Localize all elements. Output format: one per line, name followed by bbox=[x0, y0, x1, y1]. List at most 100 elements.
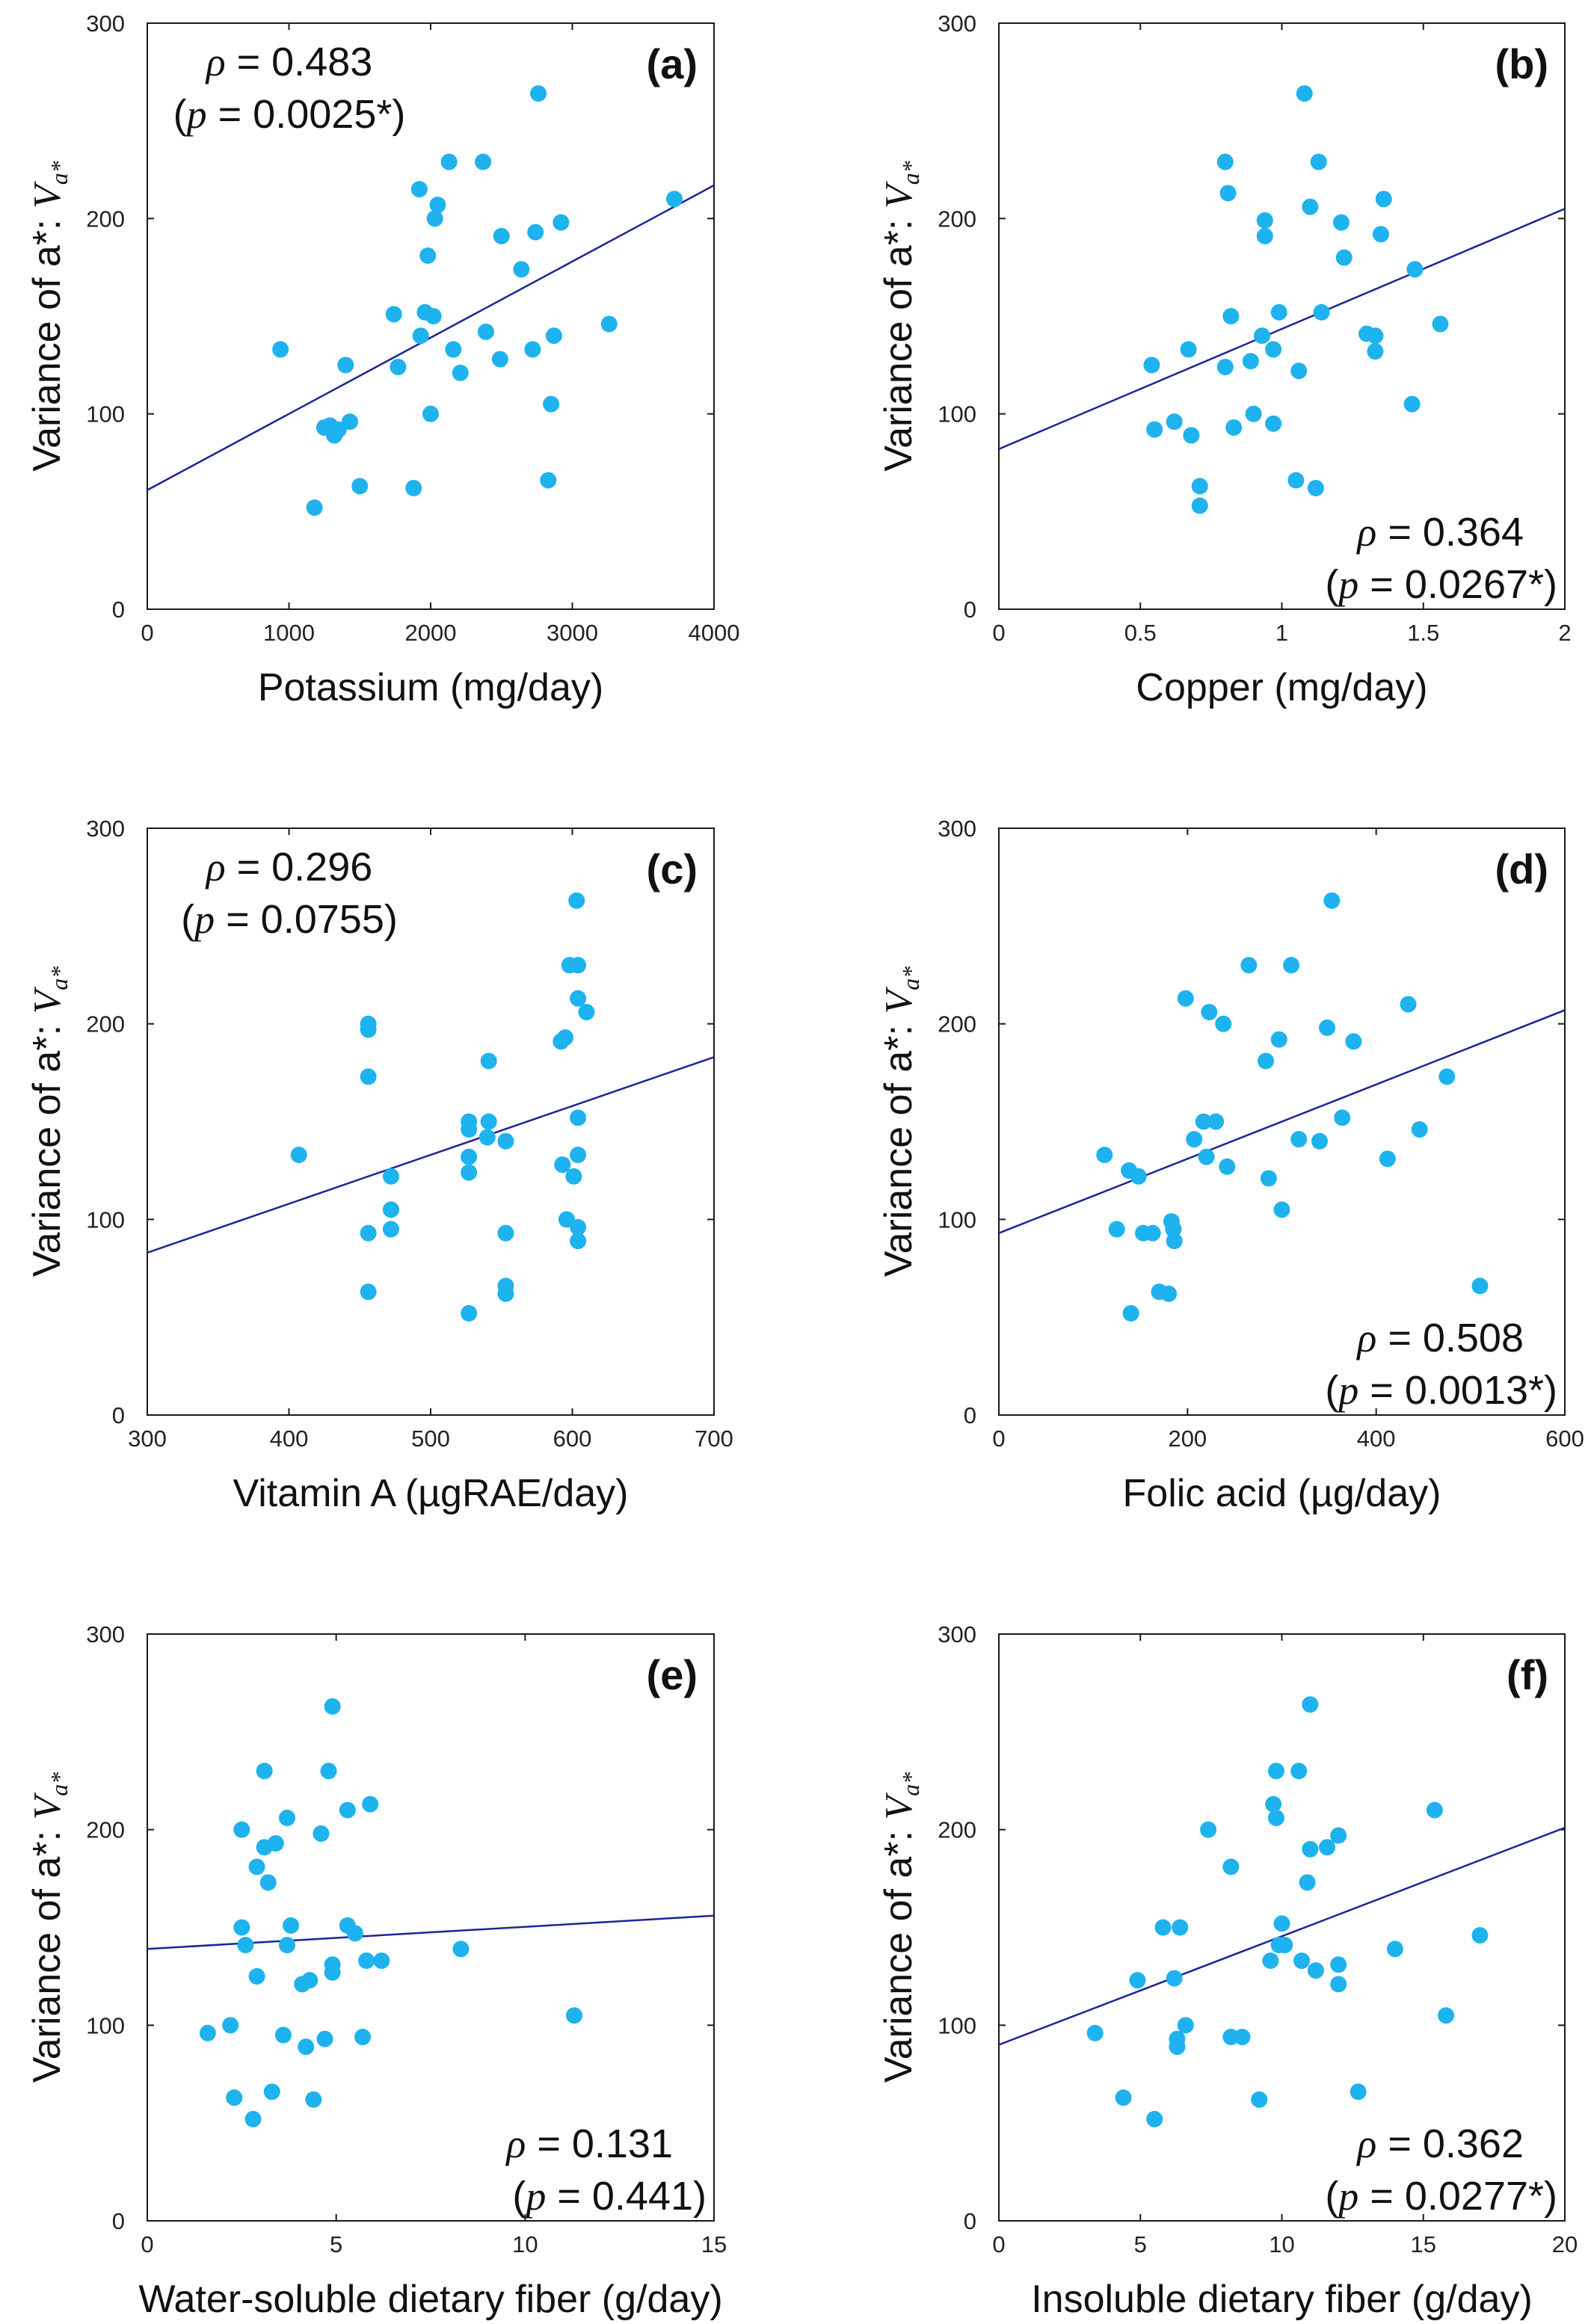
p-symbol: p bbox=[1335, 2174, 1358, 2219]
data-point bbox=[1290, 1131, 1308, 1148]
data-point bbox=[1129, 1972, 1146, 1989]
y-axis-label: Variance of a*: Va* bbox=[877, 1772, 924, 2083]
data-point bbox=[272, 341, 289, 358]
x-tick-label: 2000 bbox=[405, 620, 457, 646]
y-tick-label: 200 bbox=[938, 206, 976, 232]
data-point bbox=[1438, 2007, 1455, 2024]
p-open-paren: ( bbox=[1325, 562, 1338, 607]
data-point bbox=[244, 2110, 262, 2127]
x-tick-label: 1 bbox=[1275, 620, 1288, 646]
data-point bbox=[410, 181, 428, 198]
data-point bbox=[283, 1917, 300, 1934]
data-point bbox=[445, 341, 462, 358]
regression-line bbox=[147, 1914, 714, 1950]
rho-value: = 0.364 bbox=[1376, 510, 1524, 555]
data-point bbox=[461, 1304, 478, 1322]
x-tick-label: 3000 bbox=[547, 620, 598, 646]
data-point bbox=[1334, 1109, 1351, 1126]
y-tick-label: 300 bbox=[86, 10, 125, 37]
rho-value: = 0.296 bbox=[226, 845, 373, 890]
data-point bbox=[1330, 1976, 1347, 1993]
data-point bbox=[426, 210, 443, 227]
data-point bbox=[337, 357, 354, 374]
y-tick-label: 0 bbox=[964, 1402, 976, 1428]
rho-value: = 0.131 bbox=[526, 2121, 673, 2166]
y-axis-label: Variance of a*: Va* bbox=[25, 161, 73, 471]
data-point bbox=[1372, 226, 1389, 243]
y-tick-label: 0 bbox=[112, 1402, 125, 1428]
data-point bbox=[1270, 1031, 1287, 1048]
data-point bbox=[1166, 413, 1183, 431]
x-tick-label: 4000 bbox=[689, 620, 740, 646]
data-point bbox=[1177, 2017, 1194, 2034]
data-point bbox=[412, 327, 429, 345]
data-point bbox=[1270, 303, 1287, 321]
data-point bbox=[1265, 415, 1282, 432]
x-tick-label: 10 bbox=[512, 2231, 538, 2257]
data-point bbox=[440, 153, 458, 170]
data-point bbox=[267, 1834, 284, 1852]
data-point bbox=[360, 1068, 377, 1085]
p-value: = 0.0267*) bbox=[1358, 562, 1557, 607]
rho-annotation: ρ = 0.483 bbox=[205, 40, 373, 84]
y-tick-label: 0 bbox=[964, 2208, 976, 2234]
panel-label: (e) bbox=[647, 1651, 698, 1698]
data-point bbox=[1276, 1937, 1293, 1954]
x-tick-label: 1000 bbox=[263, 620, 315, 646]
y-tick-label: 300 bbox=[938, 816, 976, 842]
data-point bbox=[1273, 1201, 1290, 1218]
data-point bbox=[480, 1052, 497, 1070]
data-point bbox=[226, 2089, 243, 2106]
x-tick-label: 15 bbox=[1411, 2231, 1436, 2257]
y-axis-label-subscript: a* bbox=[46, 161, 73, 185]
x-tick-label: 10 bbox=[1269, 2231, 1294, 2257]
rho-symbol: ρ bbox=[1355, 2121, 1376, 2166]
data-point bbox=[1267, 1809, 1284, 1826]
y-axis-label-subscript: a* bbox=[897, 967, 924, 990]
data-point bbox=[530, 85, 547, 102]
data-point bbox=[491, 351, 508, 368]
data-point bbox=[461, 1121, 478, 1138]
data-point bbox=[382, 1221, 399, 1238]
data-point bbox=[306, 499, 323, 517]
p-value-annotation: (p = 0.441) bbox=[512, 2174, 707, 2219]
data-point bbox=[1216, 358, 1234, 375]
y-tick-label: 200 bbox=[86, 1817, 125, 1843]
data-point bbox=[1256, 212, 1273, 229]
panel-d: 0 200 400 600 0 100 200 300 (d) Folic acid (µg/da… bbox=[877, 816, 1584, 1515]
x-axis-label: Potassium (mg/day) bbox=[258, 666, 603, 709]
data-point bbox=[316, 2030, 333, 2047]
p-open-paren: ( bbox=[173, 92, 187, 137]
data-point bbox=[233, 1919, 250, 1936]
data-point bbox=[1273, 1915, 1290, 1932]
y-tick-label: 0 bbox=[112, 2208, 125, 2234]
data-point bbox=[1299, 1874, 1316, 1891]
rho-annotation: ρ = 0.296 bbox=[205, 845, 373, 890]
data-point bbox=[497, 1132, 514, 1150]
data-point bbox=[362, 1796, 379, 1813]
data-point bbox=[263, 2083, 280, 2100]
data-point bbox=[1403, 395, 1421, 413]
p-value-annotation: (p = 0.0277*) bbox=[1325, 2174, 1557, 2219]
panel-c: 300 400 500 600 700 0 100 200 300 (c) Vitamin A (µ… bbox=[25, 816, 733, 1515]
data-point bbox=[429, 197, 446, 214]
data-point bbox=[1332, 214, 1350, 231]
x-axis-label: Vitamin A (µgRAE/day) bbox=[233, 1472, 628, 1515]
panel-label: (d) bbox=[1495, 845, 1548, 893]
data-point bbox=[1267, 1763, 1284, 1780]
x-tick-label: 0 bbox=[141, 620, 153, 646]
y-tick-label: 300 bbox=[938, 1621, 976, 1648]
data-point bbox=[1245, 405, 1262, 422]
y-tick-label: 0 bbox=[112, 597, 125, 623]
data-point bbox=[1313, 303, 1330, 321]
data-point bbox=[274, 2026, 292, 2044]
p-value: = 0.441) bbox=[546, 2174, 707, 2219]
data-point bbox=[566, 2007, 583, 2024]
data-point bbox=[545, 327, 562, 345]
y-axis-label-symbol: V bbox=[26, 987, 69, 1014]
p-value: = 0.0013*) bbox=[1358, 1368, 1557, 1413]
rho-symbol: ρ bbox=[1355, 510, 1376, 555]
data-point bbox=[1432, 315, 1449, 333]
x-tick-label: 0 bbox=[992, 620, 1005, 646]
